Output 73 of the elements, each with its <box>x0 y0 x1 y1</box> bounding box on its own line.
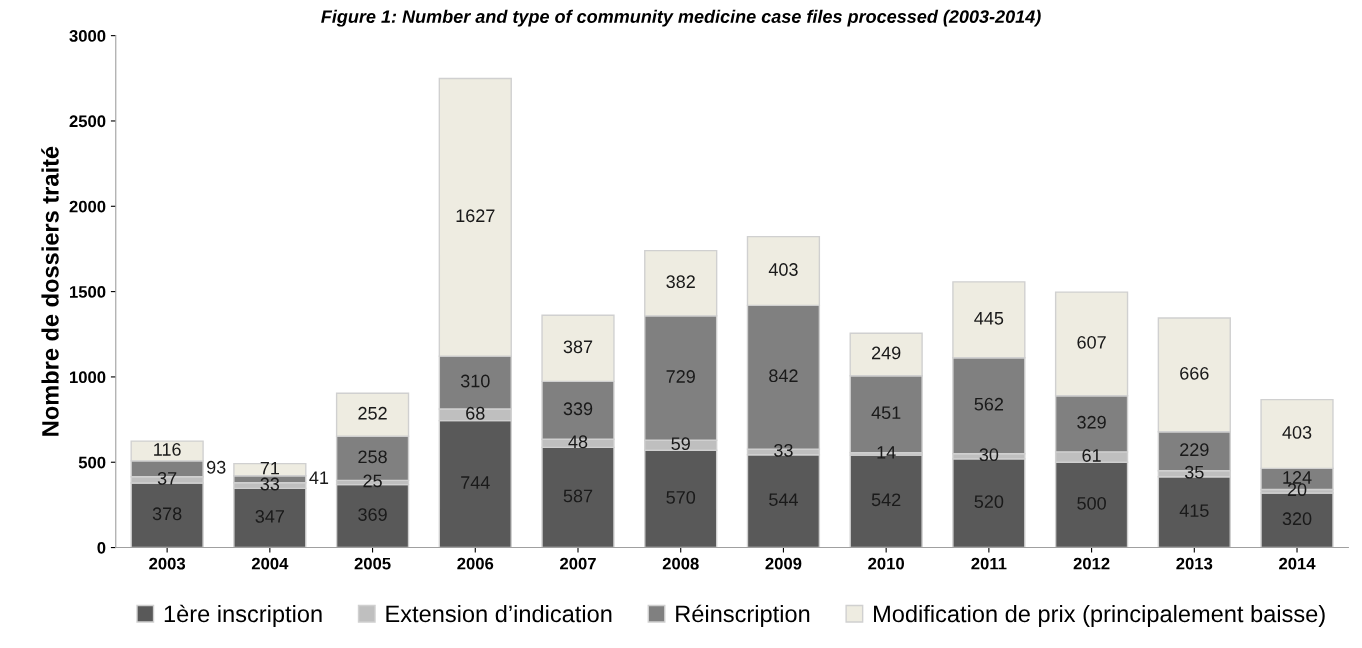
chart-title: Figure 1: Number and type of community medicine case files processed (2003-2014) <box>321 9 1041 27</box>
data-label: 71 <box>260 461 280 475</box>
legend-label: Extension d’indication <box>386 604 612 623</box>
data-label: 329 <box>1077 415 1106 429</box>
data-label: 382 <box>666 275 695 289</box>
y-tick-label: 2000 <box>69 200 106 213</box>
data-label: 249 <box>872 346 901 360</box>
data-label: 61 <box>1082 449 1101 462</box>
x-tick-label: 2012 <box>1073 557 1110 570</box>
data-label: 369 <box>358 508 387 521</box>
x-tick-label: 2007 <box>560 557 596 570</box>
data-label: 403 <box>1282 426 1312 439</box>
data-label: 68 <box>466 406 485 420</box>
data-label: 124 <box>1283 471 1312 484</box>
data-label: 33 <box>774 443 793 457</box>
data-label: 542 <box>871 493 901 507</box>
data-label: 1627 <box>456 209 495 223</box>
data-label: 520 <box>974 495 1004 509</box>
data-label: 25 <box>363 474 382 488</box>
y-tick-label: 1000 <box>70 371 106 384</box>
data-label: 544 <box>769 493 798 506</box>
data-label: 320 <box>1282 512 1312 526</box>
y-tick-label: 0 <box>97 541 106 554</box>
y-tick-label: 1500 <box>70 286 106 298</box>
data-label: 607 <box>1077 335 1106 349</box>
x-tick-label: 2009 <box>765 557 802 570</box>
data-label: 20 <box>1287 483 1307 497</box>
data-label: 415 <box>1179 504 1209 517</box>
data-label: 451 <box>871 406 901 420</box>
y-tick-label: 500 <box>78 456 106 469</box>
data-label: 744 <box>461 476 490 489</box>
data-label: 339 <box>563 402 593 416</box>
data-label: 347 <box>255 510 284 523</box>
data-label: 30 <box>979 448 999 462</box>
data-label: 35 <box>1184 465 1204 479</box>
x-tick-label: 2010 <box>868 557 905 570</box>
data-label: 59 <box>671 437 690 451</box>
y-tick-label: 3000 <box>69 30 106 42</box>
data-label: 252 <box>358 406 387 420</box>
x-tick-label: 2008 <box>662 557 699 570</box>
data-label: 378 <box>152 507 182 521</box>
legend-label: Réinscription <box>676 604 810 627</box>
data-label: 562 <box>974 397 1004 411</box>
x-tick-label: 2011 <box>971 557 1007 570</box>
legend-label: Modification de prix (principalement baisse) <box>874 604 1325 627</box>
legend-label: 1ère inscription <box>164 604 322 627</box>
data-label: 14 <box>877 446 896 459</box>
data-label: 570 <box>666 490 696 504</box>
data-label: 729 <box>666 370 695 383</box>
data-label: 116 <box>154 443 181 456</box>
x-tick-label: 2014 <box>1279 557 1316 570</box>
data-label: 387 <box>563 340 593 354</box>
data-label: 587 <box>563 489 593 503</box>
x-tick-label: 2003 <box>149 557 186 570</box>
data-label: 41 <box>309 471 329 484</box>
data-label: 403 <box>768 263 798 276</box>
x-tick-label: 2004 <box>251 557 289 570</box>
x-tick-label: 2013 <box>1176 557 1213 570</box>
data-label: 229 <box>1180 443 1209 457</box>
data-label: 666 <box>1180 366 1209 380</box>
data-label: 310 <box>460 374 490 388</box>
data-label: 93 <box>207 460 226 474</box>
data-label: 842 <box>769 369 798 383</box>
data-label: 445 <box>974 312 1004 325</box>
y-axis-title: Nombre de dossiers traité <box>41 146 59 436</box>
data-label: 258 <box>358 450 387 464</box>
y-tick-label: 2500 <box>69 115 106 128</box>
x-tick-label: 2005 <box>354 557 391 570</box>
data-label: 500 <box>1077 496 1106 510</box>
data-label: 37 <box>157 471 177 485</box>
data-label: 33 <box>260 477 280 491</box>
data-label: 48 <box>568 435 588 449</box>
x-tick-label: 2006 <box>457 557 494 570</box>
